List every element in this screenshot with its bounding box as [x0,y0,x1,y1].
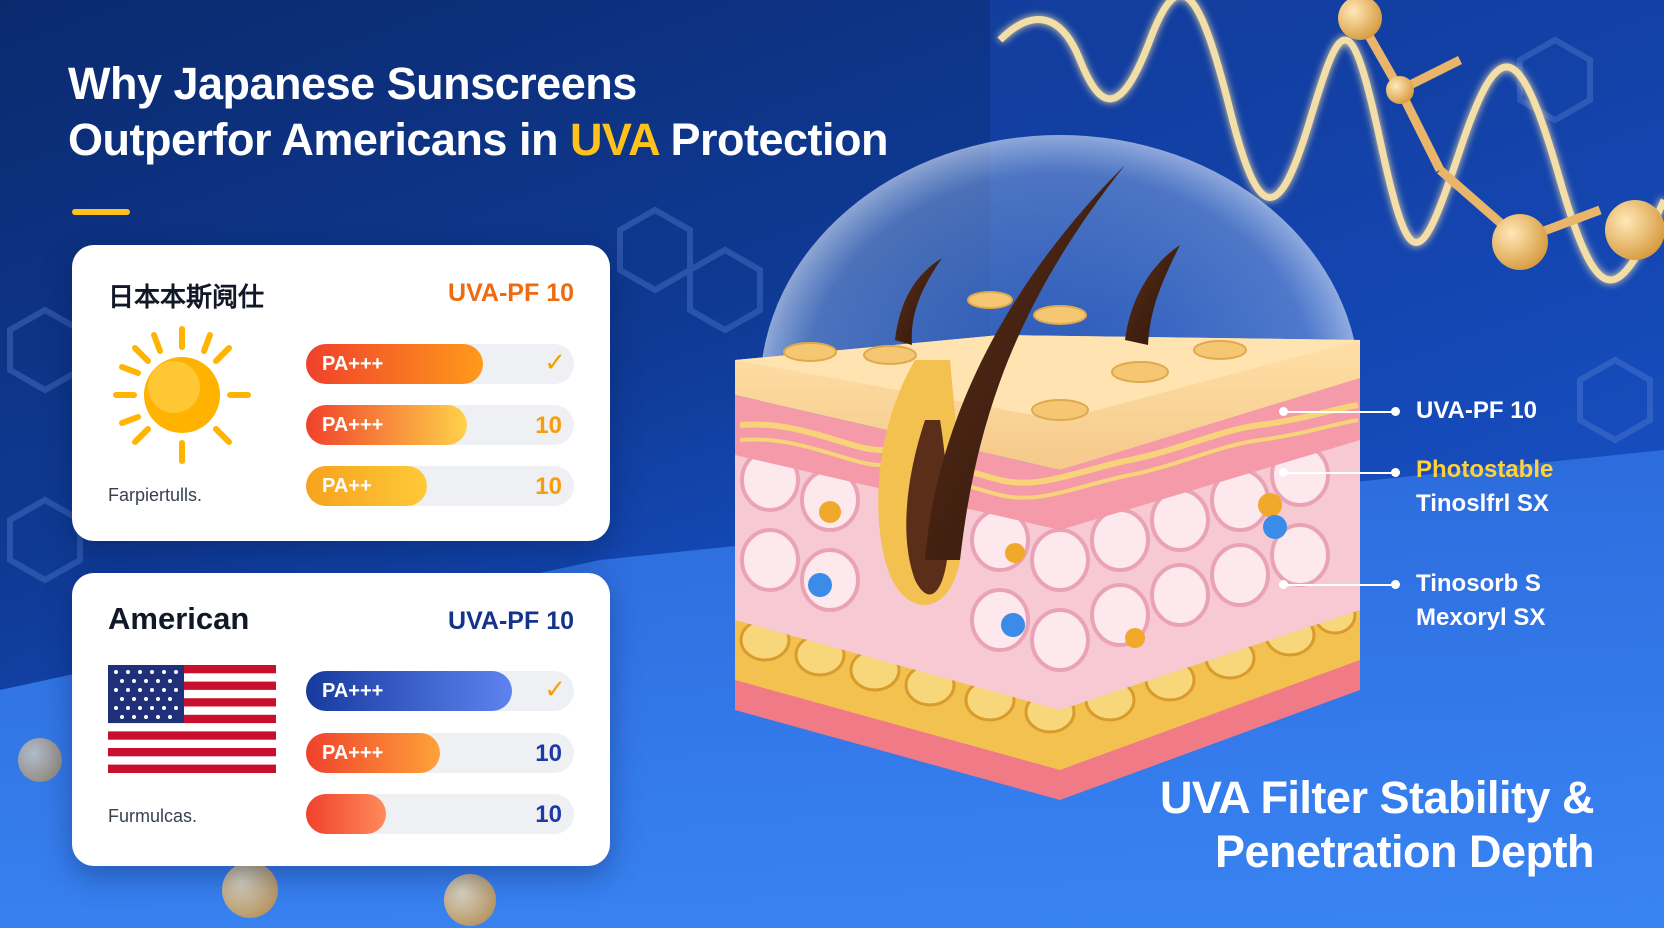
japan-card-title: 日本本斯阋仕 [108,282,265,312]
us-card-title: American [108,601,250,636]
callout-leader-line [1283,472,1395,474]
us-bar-row-2: PA+++ 10 [306,733,574,773]
callout-leader-line [1283,411,1395,413]
sun-icon [113,326,251,464]
callout-dot [1391,580,1400,589]
japan-card: 日本本斯阋仕 UVA-PF 10 PA+++ ✓ PA+++ 10 [72,245,610,541]
us-card: American UVA-PF 10 PA+++ ✓ [72,573,610,866]
headline-line-1: Why Japanese Sunscreens [68,58,637,109]
callout-dot [1391,468,1400,477]
callout-uva-pf: UVA-PF 10 [1416,397,1537,424]
checkmark-icon: ✓ [544,675,566,705]
headline-underline-accent [72,209,130,215]
headline-line-2: Outperfor Americans in UVA Protection [68,112,968,168]
callout-filter-2: Mexoryl SX [1416,604,1546,631]
japan-bar-3-label: PA++ [322,475,372,497]
footer-title-line-1: UVA Filter Stability & [1159,772,1595,823]
callout-filters: Tinosorb S Mexoryl SX [1416,567,1545,635]
us-bar-2-value: 10 [535,740,562,767]
japan-bar-row-3: PA++ 10 [306,466,574,506]
japan-bar-row-1: PA+++ ✓ [306,344,574,384]
japan-bar-2-value: 10 [535,412,562,439]
us-flag-icon [108,665,276,773]
us-bar-3-fill [306,794,387,834]
japan-bar-row-2: PA+++ 10 [306,405,574,445]
us-bar-row-3: 10 [306,794,574,834]
japan-card-footnote: Farpiertulls. [108,485,203,505]
checkmark-icon: ✓ [544,348,566,378]
headline: Why Japanese Sunscreens Outperfor Americ… [68,56,968,168]
us-bar-2-label: PA+++ [322,742,384,764]
japan-bar-2-fill [306,405,467,445]
footer-title: UVA Filter Stability & Penetration Depth [1159,771,1595,879]
callout-filter-1: Tinosorb S [1416,570,1541,597]
japan-bar-1-fill [306,344,483,384]
japan-bar-2-label: PA+++ [322,414,384,436]
us-bar-1-fill [306,671,513,711]
callout-photostable: Photostable Tinoslfrl SX [1416,453,1553,521]
callout-leader-line [1283,584,1395,586]
us-card-footnote: Furmulcas. [108,806,198,826]
us-bar-2-fill [306,733,440,773]
us-card-metric: UVA-PF 10 [448,607,574,635]
headline-line-2-start: Outperfor Americans in [68,114,570,165]
callout-photostable-filter: Tinoslfrl SX [1416,490,1549,517]
us-bar-1-label: PA+++ [322,680,384,702]
headline-line-2-end: Protection [658,114,888,165]
us-bar-row-1: PA+++ ✓ [306,671,574,711]
japan-bar-3-value: 10 [535,473,562,500]
callout-dot [1391,407,1400,416]
us-bar-3-value: 10 [535,801,562,828]
callout-photostable-label: Photostable [1416,456,1554,483]
japan-card-metric: UVA-PF 10 [448,279,574,307]
headline-highlight: UVA [569,114,659,165]
japan-bar-1-label: PA+++ [322,353,384,375]
footer-title-line-2: Penetration Depth [1214,826,1595,877]
japan-bar-3-fill [306,466,427,506]
